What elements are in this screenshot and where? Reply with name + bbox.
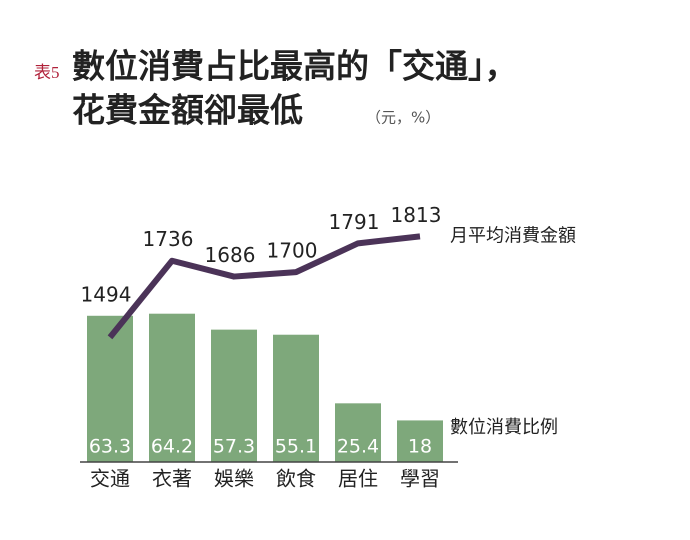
line-value-label: 1494 <box>81 282 132 306</box>
x-tick-label: 學習 <box>400 467 440 491</box>
bar-value-label: 63.3 <box>89 436 131 458</box>
x-tick-label: 娛樂 <box>214 467 254 491</box>
x-tick-label: 居住 <box>338 467 378 491</box>
bar-value-label: 64.2 <box>151 436 193 458</box>
bar-value-label: 25.4 <box>337 436 379 458</box>
line-value-label: 1700 <box>267 239 318 263</box>
bar-value-label: 57.3 <box>213 436 255 458</box>
bar <box>149 313 195 462</box>
bar-value-label: 55.1 <box>275 436 317 458</box>
bar <box>397 420 443 462</box>
line-value-label: 1813 <box>391 203 442 227</box>
table-label: 表5 <box>34 63 60 82</box>
x-tick-label: 飲食 <box>276 467 316 491</box>
legend-label: 數位消費比例 <box>450 417 558 438</box>
line-value-label: 1736 <box>143 227 194 251</box>
bar-value-label: 18 <box>408 436 432 458</box>
x-tick-label: 交通 <box>90 467 130 491</box>
unit-note: （元，%） <box>366 109 440 127</box>
legend-label: 月平均消費金額 <box>450 225 576 246</box>
line-value-label: 1791 <box>329 210 380 234</box>
bar <box>335 403 381 462</box>
x-tick-label: 衣著 <box>152 467 192 491</box>
bar <box>273 334 319 462</box>
chart-title: 花費金額卻最低 <box>72 91 303 130</box>
bar <box>87 315 133 462</box>
chart-title: 數位消費占比最高的「交通」， <box>72 47 518 86</box>
bar <box>211 329 257 462</box>
line-value-label: 1686 <box>205 243 256 267</box>
line <box>107 233 421 340</box>
